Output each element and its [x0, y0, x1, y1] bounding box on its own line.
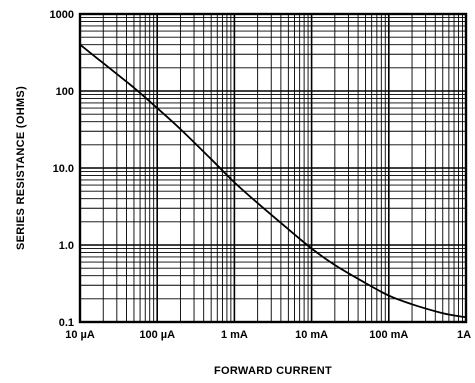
resistance-curve [79, 43, 467, 319]
y-tick-label: 100 [56, 86, 74, 98]
x-tick-label: 1A [457, 329, 471, 341]
x-tick-labels: 10 µA 100 µA 1 mA 10 mA 100 mA 1A [65, 329, 471, 341]
y-tick-labels: 1000 100 10.0 1.0 0.1 [50, 9, 74, 329]
plot-frame [78, 12, 468, 324]
y-tick-label: 10.0 [53, 163, 74, 175]
y-tick-label: 1000 [50, 9, 74, 21]
y-tick-label: 0.1 [59, 317, 74, 329]
x-tick-label: 100 µA [139, 329, 175, 341]
x-tick-label: 10 mA [295, 329, 328, 341]
x-tick-label: 100 mA [369, 329, 408, 341]
y-axis-label: SERIES RESISTANCE (OHMS) [15, 86, 27, 250]
x-tick-label: 1 mA [221, 329, 248, 341]
x-axis-label: FORWARD CURRENT [214, 365, 332, 377]
x-tick-label: 10 µA [65, 329, 95, 341]
y-tick-label: 1.0 [59, 240, 74, 252]
